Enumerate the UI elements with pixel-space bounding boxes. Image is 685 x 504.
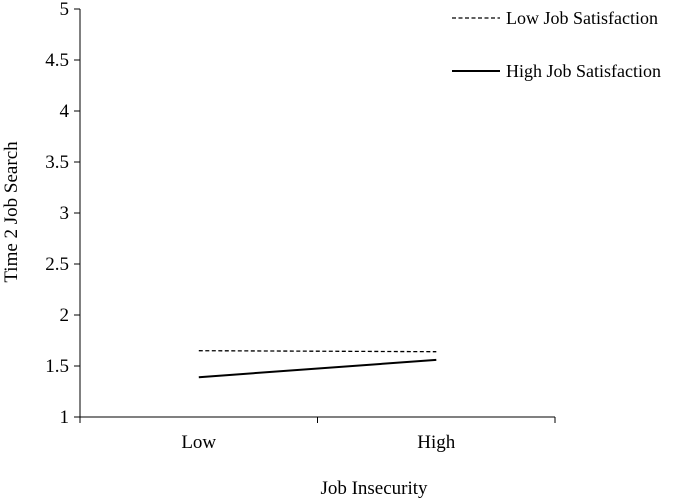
x-axis-title: Job Insecurity	[320, 478, 428, 499]
axes	[74, 8, 556, 423]
legend-label: High Job Satisfaction	[506, 61, 661, 81]
y-tick-label: 1.5	[45, 356, 69, 377]
y-tick-label: 2	[60, 305, 70, 326]
y-axis-title: Time 2 Job Search	[1, 141, 22, 283]
y-tick-label: 4	[60, 101, 70, 122]
y-tick-label: 3.5	[45, 152, 69, 173]
y-tick-label: 2.5	[45, 254, 69, 275]
y-tick-labels: 1 1.5 2 2.5 3 3.5 4 4.5 5	[45, 0, 69, 428]
y-tick-label: 4.5	[45, 50, 69, 71]
x-tick-label: Low	[181, 432, 216, 453]
high-job-satisfaction-line	[198, 358, 437, 379]
y-tick-label: 1	[60, 407, 70, 428]
y-tick-label: 5	[60, 0, 70, 20]
series-lines	[198, 350, 437, 379]
y-tick-label: 3	[60, 203, 70, 224]
legend-label: Low Job Satisfaction	[506, 8, 658, 28]
x-tick-label: High	[417, 432, 456, 453]
legend: Low Job Satisfaction High Job Satisfactio…	[452, 8, 661, 81]
x-tick-labels: Low High	[181, 432, 455, 453]
low-job-satisfaction-line	[198, 350, 437, 353]
